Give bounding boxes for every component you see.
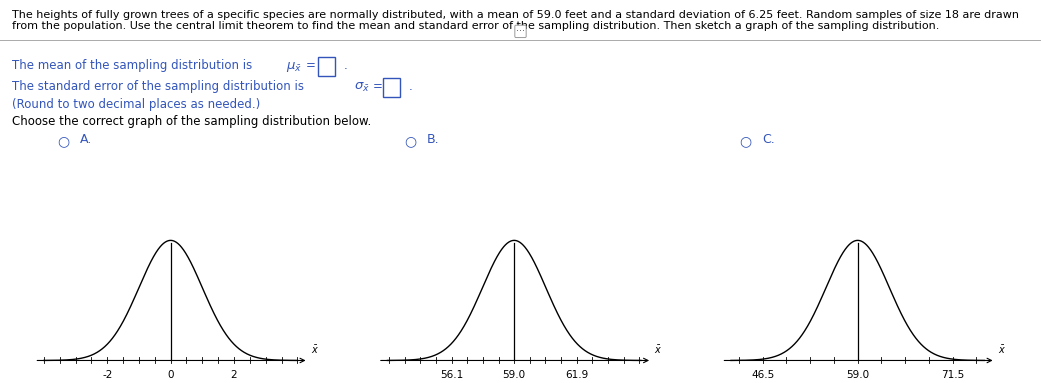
Text: ○: ○	[404, 134, 416, 148]
Text: The heights of fully grown trees of a specific species are normally distributed,: The heights of fully grown trees of a sp…	[12, 10, 1019, 20]
Text: ○: ○	[57, 134, 70, 148]
Text: $\bar{x}$: $\bar{x}$	[997, 344, 1006, 356]
Text: B.: B.	[427, 133, 439, 146]
Text: A.: A.	[80, 133, 93, 146]
Text: =: =	[373, 80, 382, 93]
Text: $\mu_{\bar{x}}$: $\mu_{\bar{x}}$	[286, 60, 303, 74]
Text: C.: C.	[762, 133, 775, 146]
Text: $\sigma_{\bar{x}}$: $\sigma_{\bar{x}}$	[354, 81, 370, 94]
Text: Choose the correct graph of the sampling distribution below.: Choose the correct graph of the sampling…	[12, 115, 372, 128]
Text: =: =	[306, 59, 315, 72]
Text: The standard error of the sampling distribution is: The standard error of the sampling distr…	[12, 80, 308, 93]
Text: .: .	[344, 59, 348, 72]
Text: The mean of the sampling distribution is: The mean of the sampling distribution is	[12, 59, 256, 72]
Text: from the population. Use the central limit theorem to find the mean and standard: from the population. Use the central lim…	[12, 21, 940, 31]
Text: $\bar{x}$: $\bar{x}$	[654, 344, 662, 356]
Text: $\bar{x}$: $\bar{x}$	[310, 344, 319, 356]
Text: ···: ···	[516, 26, 525, 36]
Text: .: .	[409, 80, 413, 93]
Text: (Round to two decimal places as needed.): (Round to two decimal places as needed.)	[12, 98, 260, 111]
Text: ○: ○	[739, 134, 752, 148]
